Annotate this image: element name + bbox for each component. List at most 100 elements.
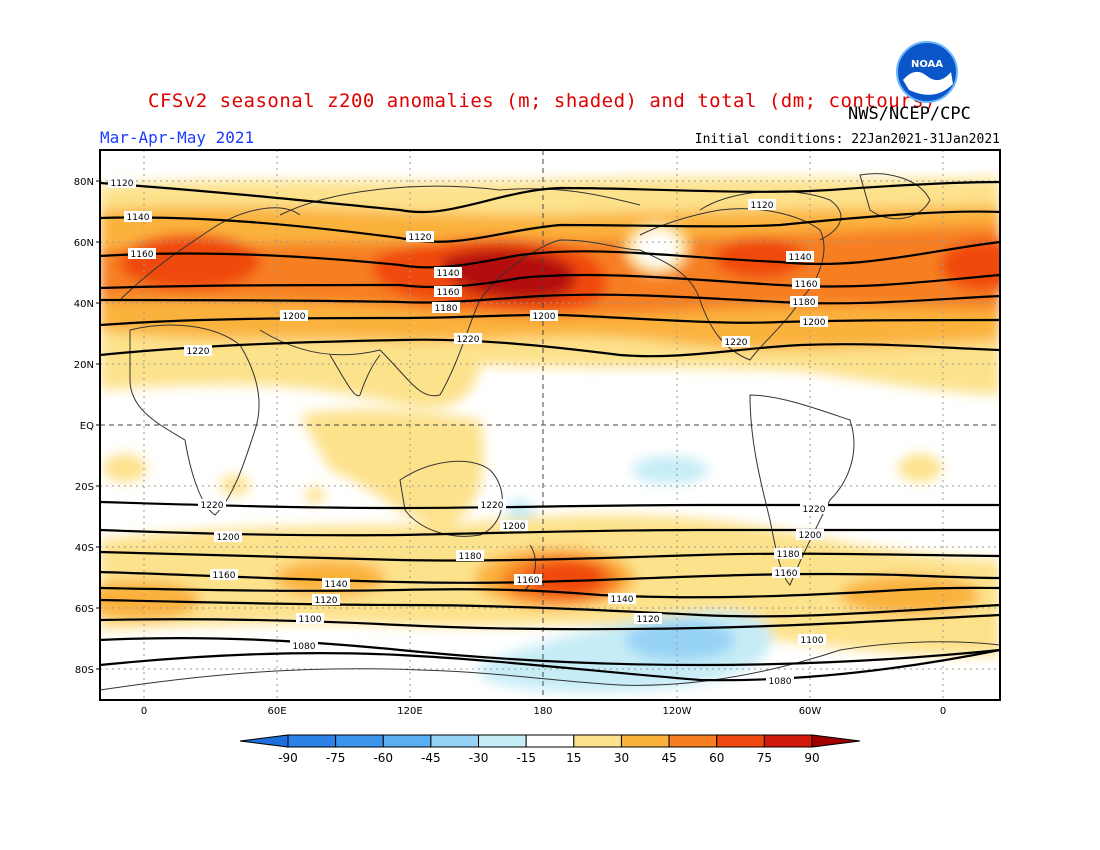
lat-label: 40N [74,299,94,310]
svg-text:1120: 1120 [315,596,338,606]
svg-text:1180: 1180 [777,550,800,560]
svg-text:1160: 1160 [213,571,236,581]
colorbar-label: -90 [278,751,298,765]
svg-text:1160: 1160 [795,280,818,290]
svg-text:1200: 1200 [803,318,826,328]
svg-text:1180: 1180 [793,298,816,308]
svg-text:1100: 1100 [801,636,824,646]
contour-label: 1160 [210,569,238,581]
svg-text:1160: 1160 [517,576,540,586]
contour-label: 1160 [514,574,542,586]
colorbar-box [287,734,337,748]
lat-label: 40S [75,543,94,554]
colorbar-arrow-high [811,734,861,748]
agency-label: NWS/NCEP/CPC [848,104,971,124]
svg-text:1160: 1160 [437,288,460,298]
contour-label: 1080 [290,640,318,652]
contour-label: 1220 [800,503,828,515]
colorbar-label: 60 [709,751,724,765]
contour-label: 1180 [432,302,460,314]
contour-label: 1140 [124,211,152,223]
svg-text:1220: 1220 [725,338,748,348]
colorbar-box [573,734,622,748]
lon-label: 60E [267,706,286,717]
svg-text:1120: 1120 [111,179,134,189]
colorbar-label: -45 [421,751,441,765]
contour-label: 1220 [198,499,226,511]
contour-label: 1200 [530,310,558,322]
contour-label: 1080 [766,675,794,687]
initial-conditions-label: Initial conditions: 22Jan2021-31Jan2021 [694,132,1000,147]
lon-label: 0 [141,706,147,717]
contour-label: 1120 [312,594,340,606]
svg-text:1200: 1200 [799,531,822,541]
contour-label: 1160 [434,286,462,298]
contour-label: 1140 [608,593,636,605]
longitude-labels: 0 60E 120E 180 120W 60W 0 [141,706,946,717]
svg-text:1200: 1200 [533,312,556,322]
contour-label: 1120 [406,231,434,243]
lon-label: 180 [533,706,552,717]
colorbar-box [478,734,527,748]
svg-text:1160: 1160 [131,250,154,260]
colorbar-box [763,734,813,748]
contour-label: 1160 [128,248,156,260]
contour-label: 1220 [722,336,750,348]
colorbar-box [620,734,670,748]
lat-label: 60N [74,238,94,249]
latitude-labels: 80N 60N 40N 20N EQ 20S 40S 60S 80S [74,177,94,676]
season-label: Mar-Apr-May 2021 [100,128,255,147]
contour-label: 1100 [798,634,826,646]
contour-label: 1120 [108,177,136,189]
latitude-ticks [96,180,100,670]
lon-label: 60W [799,706,822,717]
contour-label: 1180 [790,296,818,308]
svg-text:1120: 1120 [637,615,660,625]
colorbar-box [335,734,384,748]
svg-text:1140: 1140 [325,580,348,590]
svg-text:1200: 1200 [503,522,526,532]
contour-label: 1140 [434,267,462,279]
colorbar-box [430,734,480,748]
svg-text:1100: 1100 [299,615,322,625]
contour-label: 1200 [214,531,242,543]
contour-label: 1160 [772,567,800,579]
contour-label: 1200 [796,529,824,541]
noaa-logo-icon: NOAA [896,41,958,103]
colorbar-box [382,734,432,748]
svg-text:1080: 1080 [293,642,316,652]
colorbar [239,734,861,748]
contour-label: 1120 [634,613,662,625]
colorbar-label: 75 [757,751,772,765]
colorbar-box [668,734,718,748]
colorbar-box [716,734,765,748]
contour-label: 1160 [792,278,820,290]
svg-text:1140: 1140 [437,269,460,279]
lon-label: 120E [397,706,422,717]
contour-label: 1220 [184,345,212,357]
colorbar-label: 30 [614,751,629,765]
svg-text:1180: 1180 [435,304,458,314]
colorbar-label: -15 [516,751,536,765]
contour-label: 1140 [786,251,814,263]
contour-label: 1100 [296,613,324,625]
svg-text:1200: 1200 [283,312,306,322]
lat-label: 60S [75,604,94,615]
svg-text:1140: 1140 [611,595,634,605]
contour-label: 1120 [748,199,776,211]
anomaly-shading [100,177,1000,692]
svg-text:1120: 1120 [751,201,774,211]
svg-text:1220: 1220 [457,335,480,345]
svg-text:1220: 1220 [481,501,504,511]
colorbar-label: 15 [566,751,581,765]
svg-text:1200: 1200 [217,533,240,543]
svg-text:1140: 1140 [789,253,812,263]
colorbar-arrow-low [239,734,289,748]
lon-label: 0 [940,706,946,717]
contour-label-group: 1120 1140 1160 1120 1140 1160 1180 1200 … [108,177,828,687]
contour-label: 1180 [456,550,484,562]
svg-text:1220: 1220 [803,505,826,515]
svg-text:1180: 1180 [459,552,482,562]
svg-text:1220: 1220 [201,501,224,511]
